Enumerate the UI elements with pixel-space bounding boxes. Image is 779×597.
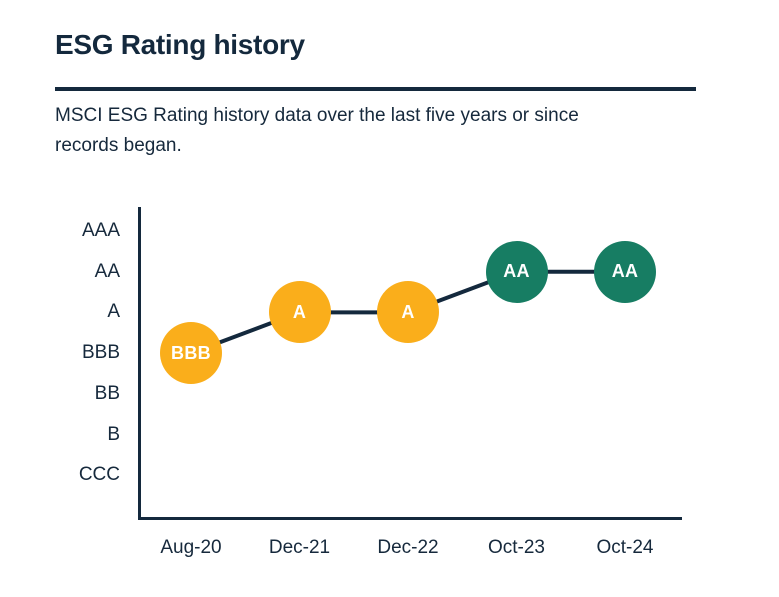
x-axis-label-Dec-22: Dec-22 [377, 537, 439, 558]
data-point-Dec-21-A: A [268, 281, 331, 344]
y-axis-label-A: A [107, 301, 120, 323]
page-subtitle: MSCI ESG Rating history data over the la… [55, 101, 579, 161]
x-axis-label-Aug-20: Aug-20 [160, 537, 222, 558]
y-axis-label-AA: AA [94, 260, 120, 282]
data-point-Oct-23-AA: AA [485, 240, 548, 303]
data-point-Aug-20-BBB: BBB [160, 322, 222, 385]
page-title: ESG Rating history [55, 29, 305, 60]
y-axis-label-BB: BB [94, 382, 120, 404]
y-axis-label-B: B [107, 423, 120, 445]
data-point-Dec-22-A: A [377, 281, 439, 344]
data-point-label: AA [611, 261, 639, 282]
title-divider [55, 87, 696, 91]
data-point-label: A [292, 301, 307, 322]
data-point-label: AA [503, 261, 530, 282]
x-axis-label-Oct-24: Oct-24 [596, 537, 654, 558]
y-axis-label-CCC: CCC [78, 464, 120, 486]
subtitle-line-2: records began. [55, 135, 182, 156]
y-axis-label-BBB: BBB [81, 342, 120, 364]
chart-plot-area: BBB A A AA AA [138, 207, 682, 520]
x-axis-label-Oct-23: Oct-23 [487, 537, 546, 558]
data-point-Oct-24-AA: AA [594, 240, 656, 303]
y-axis-label-AAA: AAA [81, 220, 120, 241]
x-axis-label-Dec-21: Dec-21 [268, 537, 331, 558]
subtitle-line-1: MSCI ESG Rating history data over the la… [55, 105, 579, 126]
data-point-label: A [401, 301, 415, 322]
data-point-label: BBB [171, 342, 211, 363]
